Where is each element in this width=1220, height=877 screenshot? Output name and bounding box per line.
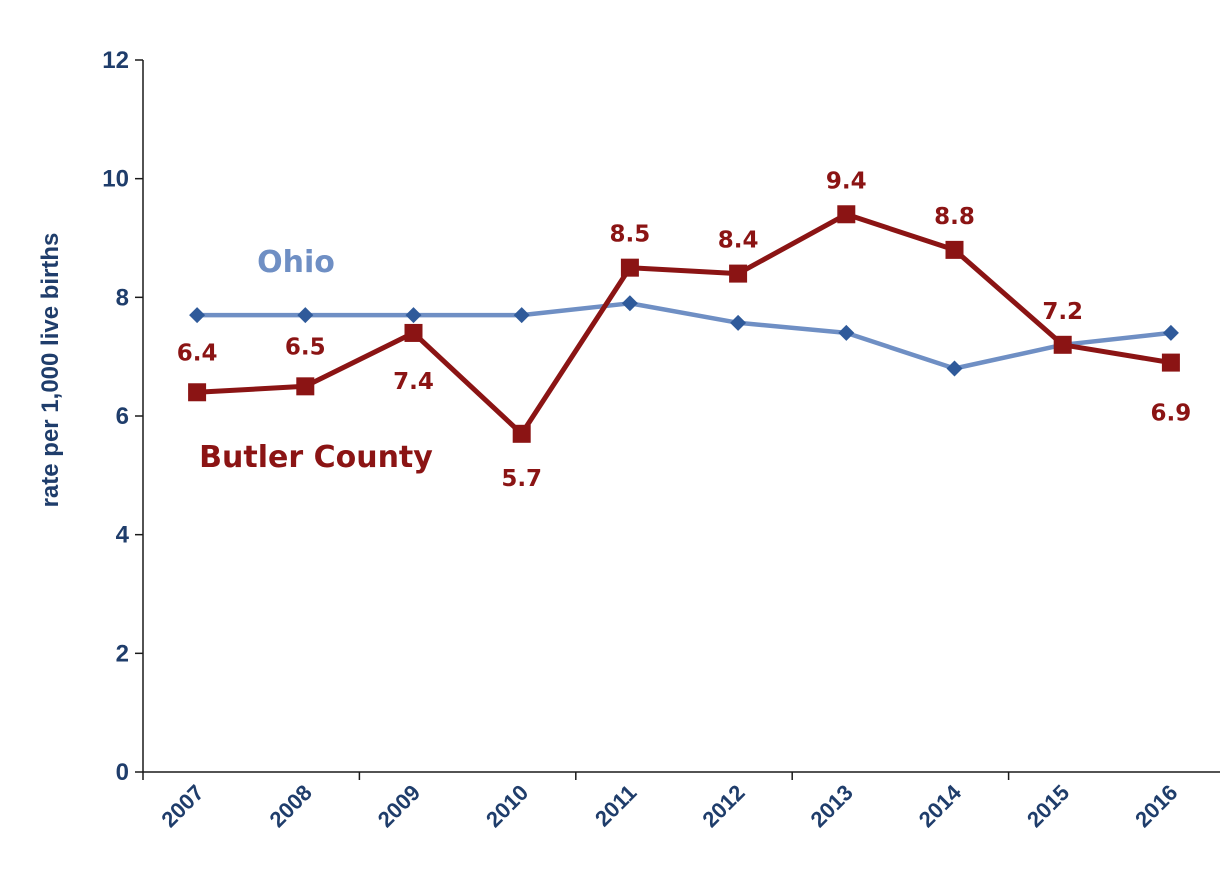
x-tick-label: 2013	[806, 780, 858, 832]
y-tick-label: 10	[102, 166, 129, 193]
data-point-diamond	[405, 307, 422, 324]
x-tick-label: 2012	[697, 780, 749, 832]
series-ohio	[189, 295, 1179, 377]
x-tick-label: 2009	[373, 780, 425, 832]
data-point-square	[404, 323, 423, 342]
data-point-square	[1161, 353, 1180, 372]
data-point-diamond	[1162, 324, 1179, 341]
data-point-square	[296, 377, 315, 396]
y-tick-label: 8	[116, 284, 129, 311]
series-name-labels: Ohio Butler County	[199, 245, 433, 475]
y-axis-ticks: 0 2 4 6 8 10 12	[102, 47, 143, 786]
data-point-diamond	[946, 360, 963, 377]
data-label: 9.4	[826, 168, 867, 194]
data-point-square	[729, 264, 748, 283]
y-tick-label: 2	[116, 640, 129, 667]
y-axis-title: rate per 1,000 live births	[37, 233, 64, 508]
y-tick-label: 4	[116, 522, 130, 549]
data-point-square	[837, 205, 856, 224]
data-point-square	[188, 383, 207, 402]
data-point-diamond	[838, 324, 855, 341]
x-tick-label: 2008	[265, 780, 317, 832]
data-label: 8.8	[934, 204, 975, 230]
data-label: 5.7	[501, 466, 542, 492]
data-label: 6.4	[177, 340, 218, 366]
x-tick-label: 2011	[590, 780, 641, 831]
axes	[142, 60, 1220, 773]
data-label: 7.2	[1042, 299, 1083, 325]
series-butler-county	[188, 205, 1180, 443]
x-tick-label: 2007	[156, 780, 208, 832]
series-line	[196, 211, 1172, 437]
x-tick-label: 2016	[1130, 780, 1182, 832]
data-label: 6.5	[285, 334, 326, 360]
x-axis-ticks: 2007 2008 2009 2010 2011 2012 2013 2014 2015 2016	[142, 772, 1182, 832]
y-tick-label: 0	[116, 759, 129, 786]
x-tick-label: 2014	[914, 779, 967, 832]
data-point-diamond	[621, 295, 638, 312]
series-name-label: Ohio	[257, 245, 335, 280]
data-label: 7.4	[393, 369, 434, 395]
x-tick-label: 2015	[1022, 780, 1074, 832]
data-label: 8.5	[610, 222, 651, 248]
y-tick-label: 6	[116, 403, 129, 430]
data-point-square	[945, 240, 964, 259]
data-point-square	[620, 258, 639, 277]
data-point-diamond	[730, 314, 747, 331]
data-point-diamond	[297, 307, 314, 324]
data-point-diamond	[513, 307, 530, 324]
data-label: 6.9	[1151, 401, 1192, 427]
data-labels: 6.4 6.5 7.4 5.7 8.5 8.4 9.4 8.8 7.2 6.9	[177, 168, 1192, 492]
x-tick-label: 2010	[481, 780, 533, 832]
series-name-label: Butler County	[199, 440, 433, 475]
data-point-diamond	[189, 307, 206, 324]
data-label: 8.4	[718, 228, 759, 254]
y-tick-label: 12	[102, 47, 129, 74]
series	[188, 205, 1180, 443]
data-point-square	[1053, 335, 1072, 354]
series-line	[197, 301, 1172, 371]
data-point-square	[512, 424, 531, 443]
